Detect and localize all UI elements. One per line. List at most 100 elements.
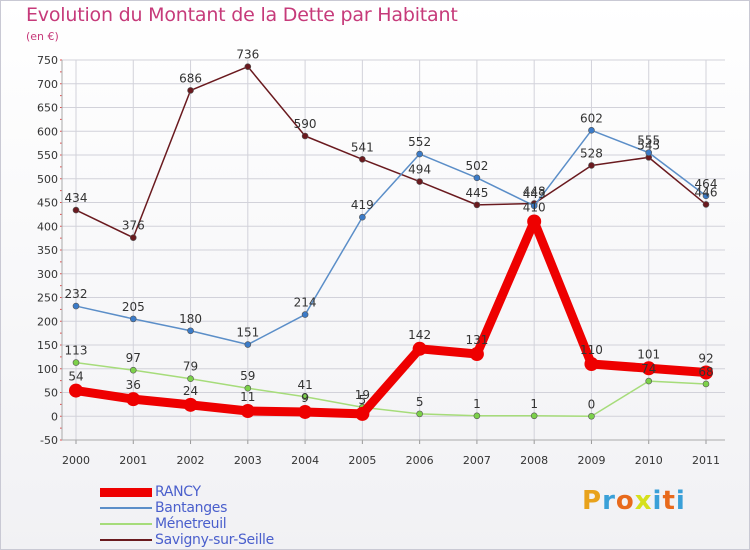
data-label: 736 <box>236 48 259 62</box>
data-label: 502 <box>465 159 488 173</box>
logo-letter: i <box>652 486 663 516</box>
y-tick-label: -50 <box>40 434 58 447</box>
x-tick-label: 2010 <box>635 454 663 467</box>
data-label: 528 <box>580 146 603 160</box>
data-point <box>469 347 484 362</box>
data-label: 494 <box>408 163 431 177</box>
data-point <box>527 214 542 229</box>
unit-label: (en €) <box>26 30 59 43</box>
data-label: 101 <box>637 347 660 361</box>
data-label: 552 <box>408 135 431 149</box>
logo-letter: i <box>675 486 686 516</box>
data-point <box>699 365 713 380</box>
data-label: 11 <box>240 390 255 404</box>
data-label: 74 <box>641 362 656 376</box>
legend-label: Bantanges <box>155 500 228 516</box>
data-point <box>240 404 255 419</box>
legend-label: Ménetreuil <box>155 516 227 532</box>
data-label: 24 <box>183 384 198 398</box>
axes: -500501001502002503003504004505005506006… <box>37 54 725 467</box>
data-label: 142 <box>408 328 431 342</box>
data-label: 541 <box>351 140 374 154</box>
data-label: 41 <box>297 378 312 392</box>
logo-letter: P <box>582 486 603 516</box>
y-tick-label: 500 <box>37 173 58 186</box>
data-label: 131 <box>465 333 488 347</box>
data-point <box>244 63 252 70</box>
data-label: 434 <box>65 191 88 205</box>
data-label: 0 <box>588 397 596 411</box>
data-point <box>187 327 194 335</box>
data-point <box>301 393 309 401</box>
data-label: 555 <box>637 134 660 148</box>
x-tick-label: 2005 <box>348 454 376 467</box>
data-label: 686 <box>179 71 202 85</box>
y-tick-label: 400 <box>37 220 58 233</box>
data-label: 59 <box>240 369 255 383</box>
y-tick-label: 50 <box>44 387 58 400</box>
data-label: 79 <box>183 360 198 374</box>
data-point <box>473 174 481 182</box>
data-point <box>301 132 309 140</box>
data-point <box>129 366 137 374</box>
data-label: 110 <box>580 343 603 357</box>
x-tick-label: 2007 <box>463 454 491 467</box>
data-point <box>244 341 252 348</box>
data-label: 1 <box>473 397 481 411</box>
y-tick-label: 700 <box>37 78 58 91</box>
data-label: 5 <box>359 393 367 407</box>
data-label: 113 <box>65 344 88 358</box>
data-label: 54 <box>68 370 83 384</box>
data-point <box>187 375 194 383</box>
chart-title: Evolution du Montant de la Dette par Hab… <box>26 4 458 26</box>
y-tick-label: 100 <box>37 363 58 376</box>
logo-letter: r <box>602 486 616 516</box>
data-label: 97 <box>126 351 141 365</box>
data-point <box>588 162 595 169</box>
data-point <box>126 392 141 407</box>
data-label: 36 <box>126 378 141 392</box>
x-tick-label: 2000 <box>62 454 90 467</box>
data-point <box>588 412 595 420</box>
data-label: 151 <box>236 326 259 340</box>
data-point <box>641 361 656 376</box>
legend-label: Savigny-sur-Seille <box>155 532 274 548</box>
data-label: 464 <box>695 177 718 191</box>
data-point <box>301 311 309 318</box>
y-tick-label: 350 <box>37 244 58 257</box>
data-point <box>702 380 710 388</box>
y-tick-label: 300 <box>37 268 58 281</box>
data-point <box>530 202 538 210</box>
data-label: 180 <box>179 312 202 326</box>
data-point <box>530 412 538 420</box>
y-tick-label: 650 <box>37 102 58 115</box>
x-tick-label: 2003 <box>234 454 262 467</box>
data-label: 410 <box>523 201 546 215</box>
x-tick-label: 2004 <box>291 454 319 467</box>
legend-swatch <box>100 539 152 541</box>
data-point <box>473 412 481 420</box>
data-point <box>645 149 653 156</box>
proxiti-logo: Proxiti <box>582 486 686 516</box>
data-point <box>584 357 599 371</box>
y-tick-label: 450 <box>37 197 58 210</box>
series-line-rancy <box>71 217 711 419</box>
legend-label: RANCY <box>155 484 201 500</box>
data-label: 1 <box>530 397 538 411</box>
data-label: 19 <box>355 388 370 402</box>
data-point <box>359 155 366 163</box>
series-line-savigny-sur-seille <box>75 65 707 239</box>
data-point <box>355 406 370 421</box>
y-tick-label: 0 <box>51 410 58 423</box>
y-tick-label: 750 <box>37 54 58 67</box>
logo-letter: t <box>662 486 676 516</box>
data-point <box>129 315 137 323</box>
data-point <box>473 201 481 209</box>
logo-letter: x <box>634 486 653 516</box>
y-tick-label: 200 <box>37 315 58 328</box>
x-tick-label: 2008 <box>520 454 548 467</box>
x-tick-label: 2009 <box>577 454 605 467</box>
x-tick-label: 2001 <box>119 454 147 467</box>
